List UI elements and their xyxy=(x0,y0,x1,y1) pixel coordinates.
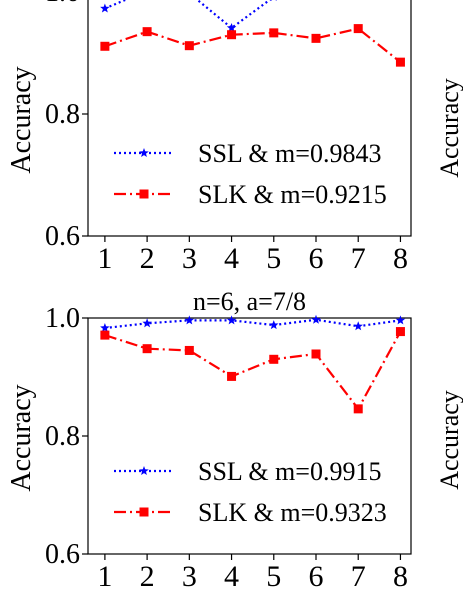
series-line-slk xyxy=(104,331,402,411)
y-tick-label: 1.0 xyxy=(45,303,80,334)
data-point-square xyxy=(311,33,321,43)
data-point-star xyxy=(226,23,237,32)
data-point-star xyxy=(311,314,321,324)
data-point-square xyxy=(184,345,194,355)
legend-marker-star xyxy=(139,148,149,157)
legend-marker-star xyxy=(139,466,149,475)
x-tick-label: 2 xyxy=(140,560,155,593)
x-tick-label: 4 xyxy=(224,560,239,593)
x-tick-label: 5 xyxy=(266,242,281,275)
chart-title: n=6, a=7/8 xyxy=(193,287,306,316)
x-tick-label: 7 xyxy=(351,242,366,275)
x-tick-label: 5 xyxy=(266,560,281,593)
data-point-square xyxy=(269,28,279,38)
data-point-star xyxy=(184,315,195,325)
y-axis-label: Accuracy xyxy=(6,384,37,491)
data-point-square xyxy=(395,327,405,337)
x-tick-label: 6 xyxy=(309,242,324,275)
y-tick-label: 1.0 xyxy=(45,0,80,8)
data-point-star xyxy=(269,320,279,330)
data-point-square xyxy=(395,57,405,67)
legend-label: SLK & m=0.9323 xyxy=(198,498,387,527)
data-point-star xyxy=(100,3,110,13)
data-point-square xyxy=(269,354,279,364)
data-point-star xyxy=(100,323,110,333)
series-line-slk xyxy=(104,27,402,64)
data-point-star xyxy=(395,315,406,325)
data-point-square xyxy=(142,27,152,37)
legend-label: SSL & m=0.9843 xyxy=(198,139,381,168)
x-tick-label: 6 xyxy=(309,560,324,593)
data-point-square xyxy=(100,330,110,340)
data-point-square xyxy=(353,24,363,34)
x-tick-label: 8 xyxy=(393,242,408,275)
y-tick-label: 0.8 xyxy=(45,421,80,452)
series-line-ssl xyxy=(104,0,272,30)
right-panel-ylabel-top: Accuracy xyxy=(435,78,463,178)
y-tick-label: 0.6 xyxy=(45,539,80,570)
data-point-star xyxy=(226,315,237,325)
data-point-square xyxy=(142,344,152,354)
y-tick-label: 0.8 xyxy=(45,99,80,130)
data-point-square xyxy=(100,41,110,51)
data-point-square xyxy=(227,30,237,40)
legend-marker-square xyxy=(139,507,149,517)
legend-label: SSL & m=0.9915 xyxy=(198,457,381,486)
data-point-square xyxy=(227,371,237,381)
x-tick-label: 2 xyxy=(140,242,155,275)
data-point-square xyxy=(311,349,321,359)
x-tick-label: 8 xyxy=(393,560,408,593)
data-point-star xyxy=(353,321,363,331)
x-tick-label: 1 xyxy=(97,560,112,593)
legend-marker-square xyxy=(139,189,149,199)
y-axis-label: Accuracy xyxy=(6,66,37,173)
x-tick-label: 3 xyxy=(182,560,197,593)
right-panel-ylabel-bottom: Accuracy xyxy=(435,390,463,490)
data-point-star xyxy=(270,0,277,1)
legend-label: SLK & m=0.9215 xyxy=(198,180,387,209)
x-tick-label: 3 xyxy=(182,242,197,275)
x-tick-label: 4 xyxy=(224,242,239,275)
x-tick-label: 1 xyxy=(97,242,112,275)
x-tick-label: 7 xyxy=(351,560,366,593)
chart-panel-2: n=6, a=7/8 0.6 0.8 1.0 1 2 3 4 5 6 7 8 Accuracy SSL &… xyxy=(6,287,412,593)
y-tick-label: 0.6 xyxy=(45,221,80,252)
data-point-square xyxy=(353,404,363,414)
data-point-star xyxy=(142,318,152,328)
data-point-square xyxy=(184,41,194,51)
